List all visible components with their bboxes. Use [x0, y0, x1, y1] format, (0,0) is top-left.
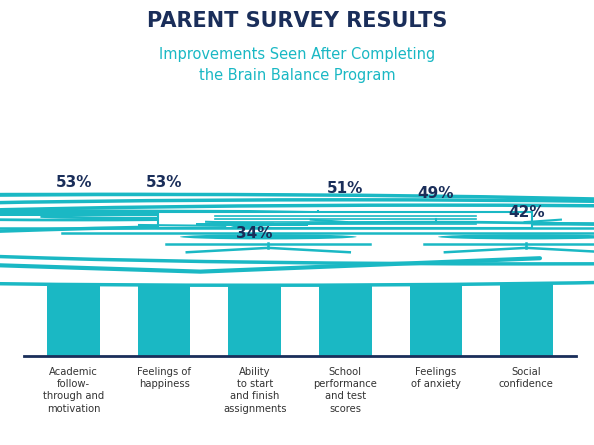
Bar	[500, 244, 552, 356]
Polygon shape	[0, 209, 311, 213]
Text: Social
confidence: Social confidence	[499, 367, 554, 389]
FancyBboxPatch shape	[0, 211, 345, 216]
Text: Feelings of
happiness: Feelings of happiness	[137, 367, 191, 389]
Bar	[138, 214, 191, 356]
Circle shape	[0, 200, 594, 240]
Bar	[319, 220, 371, 356]
Text: Improvements Seen After Completing
the Brain Balance Program: Improvements Seen After Completing the B…	[159, 47, 435, 83]
Circle shape	[0, 245, 594, 285]
Circle shape	[0, 194, 594, 235]
Bar	[229, 265, 281, 356]
Bar	[48, 214, 100, 356]
Text: 53%: 53%	[55, 175, 92, 190]
Circle shape	[0, 205, 594, 245]
Text: 42%: 42%	[508, 205, 545, 220]
Text: Feelings
of anxiety: Feelings of anxiety	[411, 367, 461, 389]
Text: 34%: 34%	[236, 226, 273, 241]
Text: 49%: 49%	[418, 186, 454, 201]
Text: 51%: 51%	[327, 181, 364, 196]
Text: Ability
to start
and finish
assignments: Ability to start and finish assignments	[223, 367, 286, 414]
Text: Academic
follow-
through and
motivation: Academic follow- through and motivation	[43, 367, 104, 414]
FancyBboxPatch shape	[196, 223, 308, 227]
Bar	[409, 225, 462, 356]
Circle shape	[0, 224, 594, 264]
FancyBboxPatch shape	[159, 212, 532, 228]
Text: School
performance
and test
scores: School performance and test scores	[313, 367, 377, 414]
Circle shape	[180, 234, 356, 239]
Circle shape	[0, 194, 594, 235]
Circle shape	[261, 211, 337, 213]
Text: PARENT SURVEY RESULTS: PARENT SURVEY RESULTS	[147, 11, 447, 31]
Circle shape	[438, 234, 594, 239]
Text: 53%: 53%	[146, 175, 182, 190]
Circle shape	[0, 211, 67, 213]
